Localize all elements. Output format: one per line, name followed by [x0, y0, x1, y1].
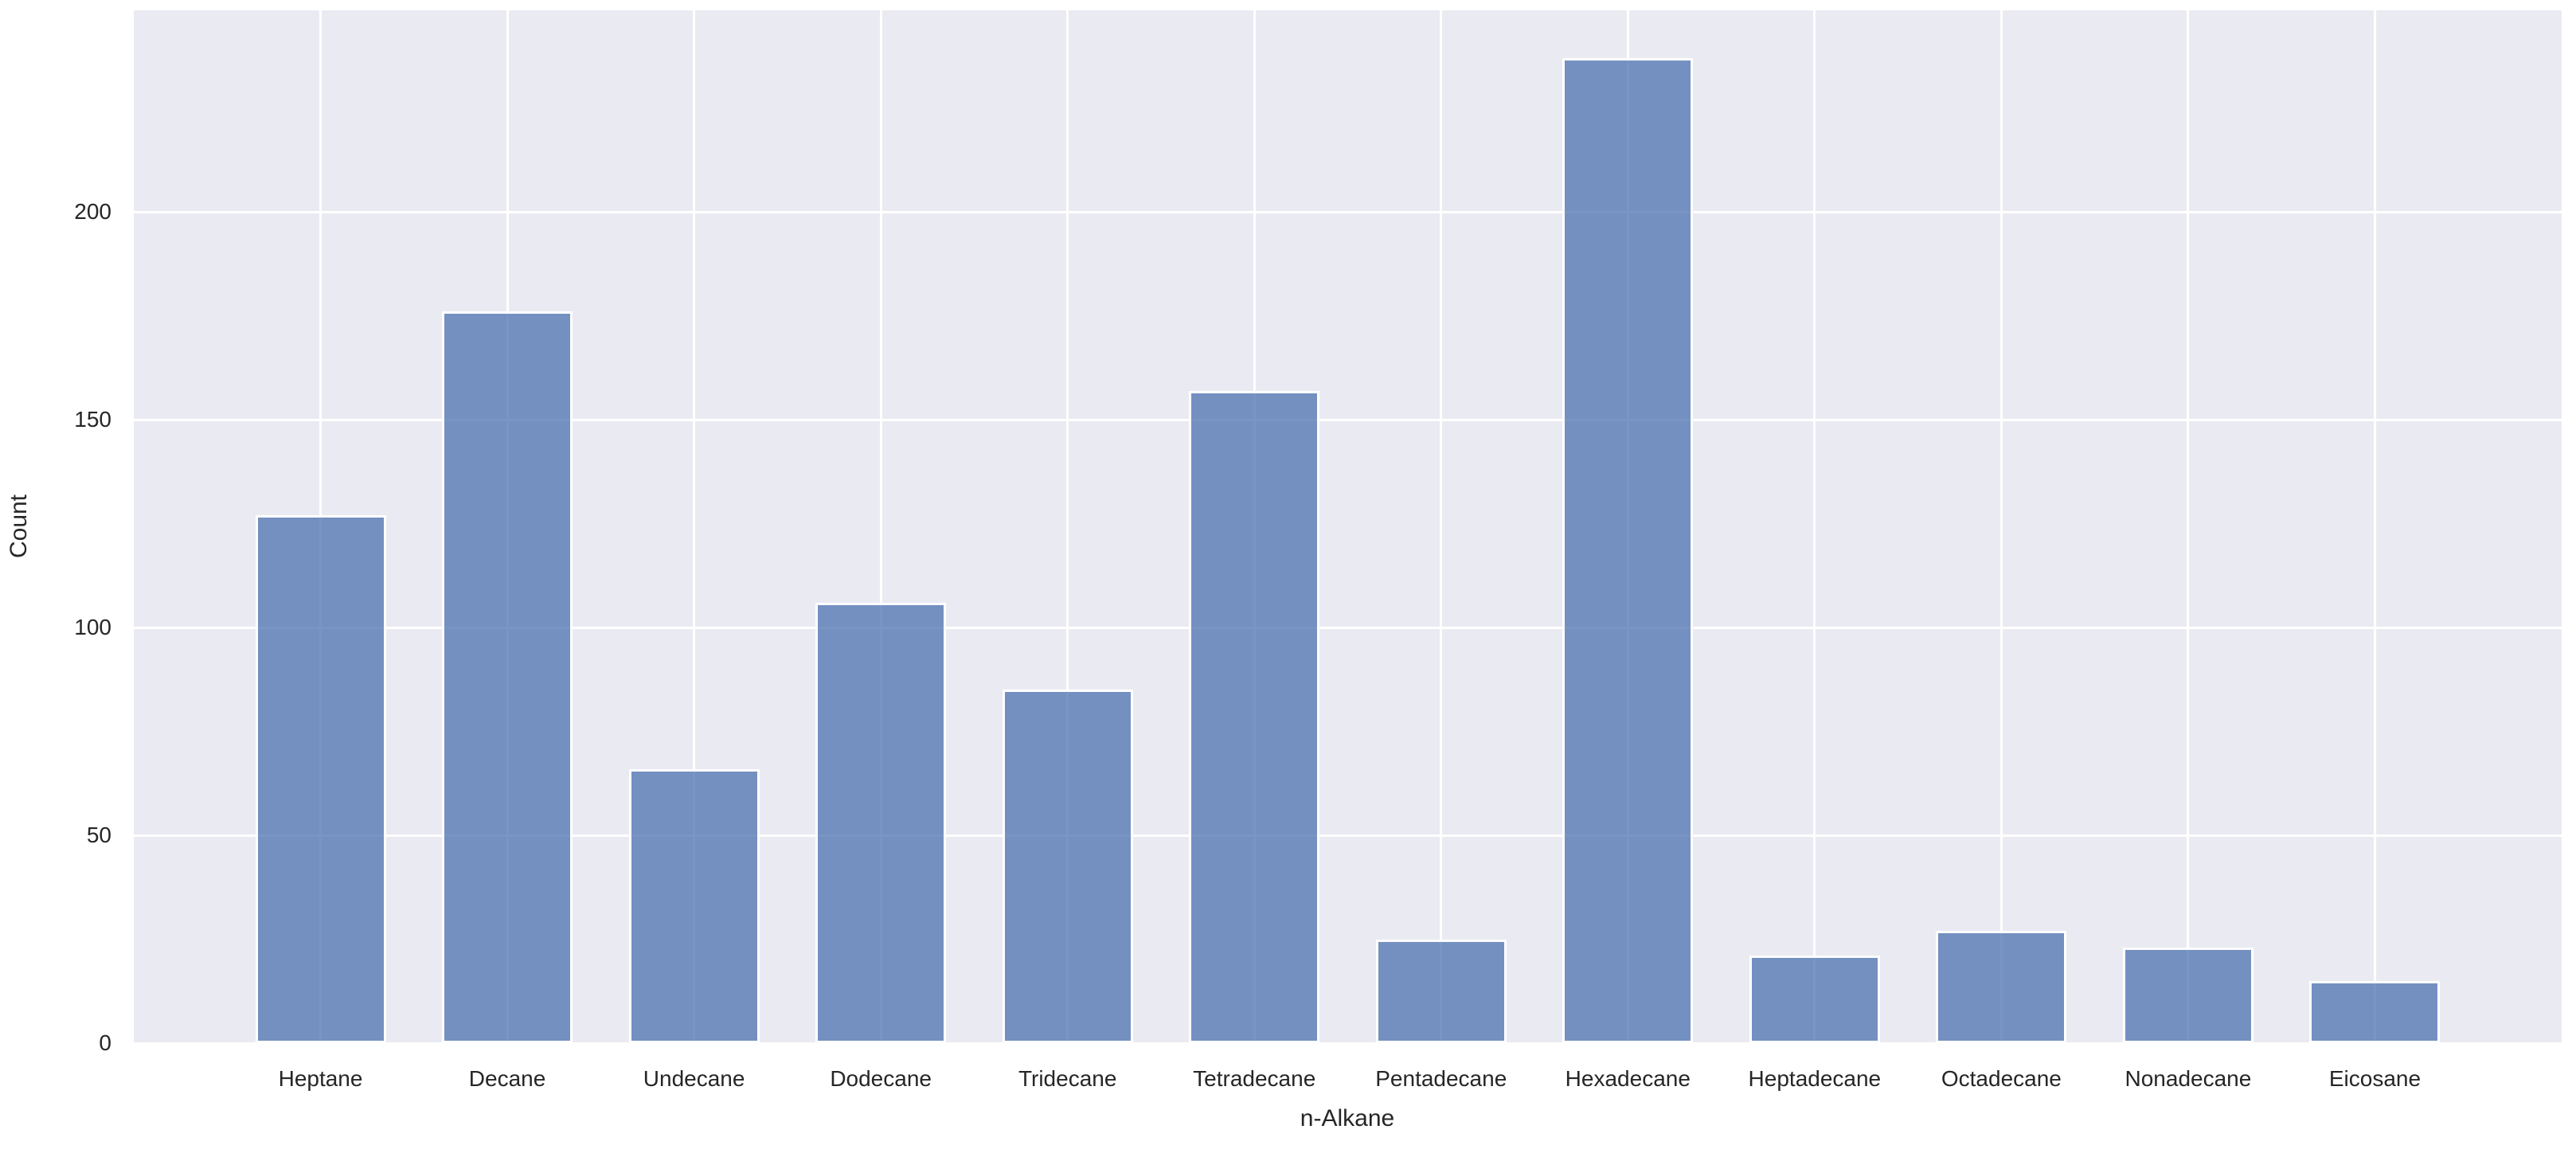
gridline-y-150 — [134, 418, 2562, 421]
y-tick-label-0: 0 — [99, 1030, 111, 1055]
plot-area — [134, 10, 2562, 1045]
bar-octadecane — [1936, 931, 2066, 1043]
x-tick-label-hexadecane: Hexadecane — [1565, 1066, 1691, 1091]
bar-tetradecane — [1189, 391, 1319, 1043]
y-tick-label-200: 200 — [74, 199, 111, 225]
x-tick-label-tetradecane: Tetradecane — [1193, 1066, 1316, 1091]
bar-tridecane — [1003, 690, 1133, 1043]
bar-hexadecane — [1562, 58, 1693, 1043]
x-tick-label-undecane: Undecane — [643, 1066, 745, 1091]
gridline-x-undecane — [693, 10, 696, 1043]
gridline-x-nonadecane — [2187, 10, 2190, 1043]
x-axis-label: n-Alkane — [1300, 1105, 1395, 1131]
y-axis-label: Count — [6, 494, 32, 559]
y-tick-label-150: 150 — [74, 407, 111, 432]
x-tick-label-eicosane: Eicosane — [2328, 1066, 2422, 1091]
x-tick-label-decane: Decane — [468, 1066, 546, 1091]
bar-decane — [442, 311, 573, 1043]
gridline-x-eicosane — [2373, 10, 2376, 1043]
bar-pentadecane — [1376, 940, 1507, 1043]
gridline-x-heptadecane — [1813, 10, 1816, 1043]
gridline-y-0 — [134, 1042, 2562, 1045]
y-tick-label-50: 50 — [86, 823, 111, 848]
bar-heptadecane — [1749, 956, 1880, 1043]
x-tick-label-pentadecane: Pentadecane — [1375, 1066, 1507, 1091]
gridline-y-100 — [134, 626, 2562, 629]
gridline-y-50 — [134, 834, 2562, 837]
bar-eicosane — [2309, 981, 2440, 1043]
bar-undecane — [629, 769, 760, 1043]
bar-dodecane — [815, 603, 946, 1043]
x-tick-label-octadecane: Octadecane — [1941, 1066, 2062, 1091]
x-tick-label-dodecane: Dodecane — [830, 1066, 932, 1091]
bar-nonadecane — [2123, 948, 2254, 1043]
gridline-x-pentadecane — [1440, 10, 1443, 1043]
x-tick-label-nonadecane: Nonadecane — [2125, 1066, 2252, 1091]
x-tick-label-heptadecane: Heptadecane — [1748, 1066, 1882, 1091]
x-tick-label-tridecane: Tridecane — [1018, 1066, 1117, 1091]
gridline-x-tridecane — [1066, 10, 1069, 1043]
bar-heptane — [256, 515, 386, 1043]
gridline-x-dodecane — [879, 10, 882, 1043]
x-tick-label-heptane: Heptane — [278, 1066, 363, 1091]
y-tick-label-100: 100 — [74, 615, 111, 640]
gridline-x-octadecane — [1999, 10, 2003, 1043]
gridline-y-200 — [134, 210, 2562, 213]
